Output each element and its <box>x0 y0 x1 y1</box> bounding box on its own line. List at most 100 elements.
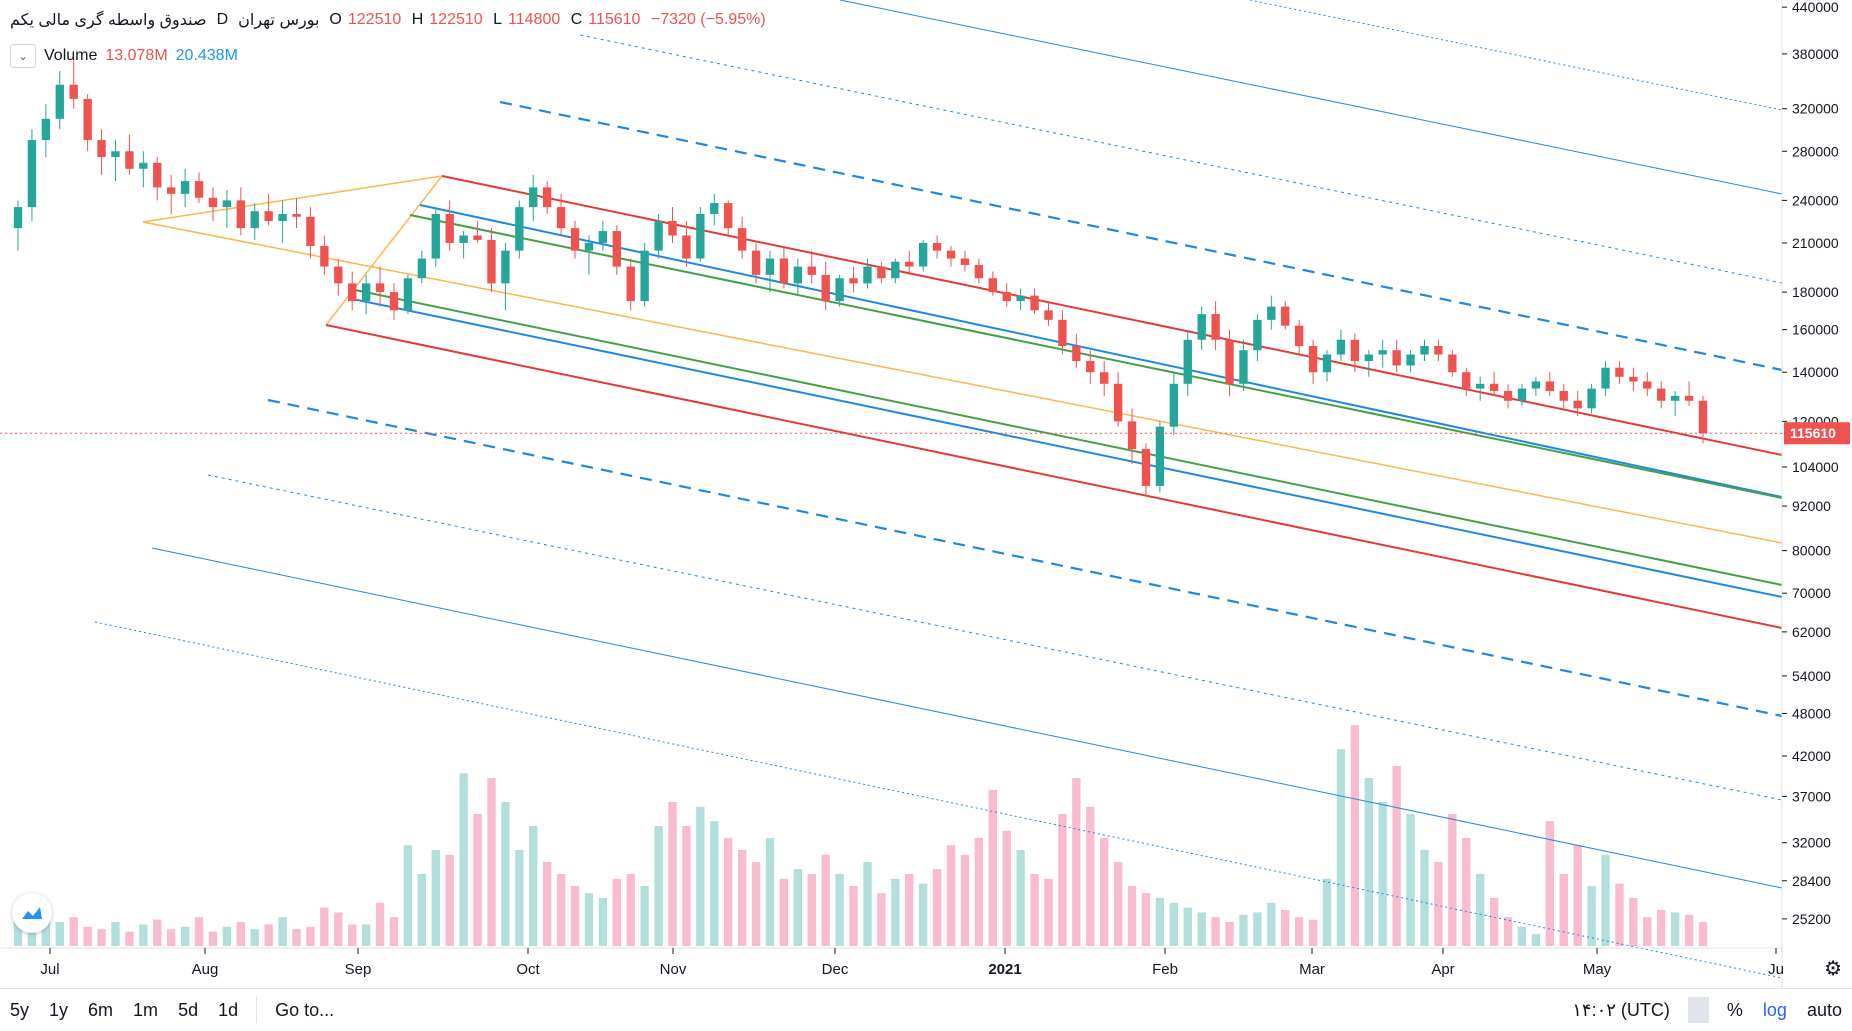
price-tick-label: 440000 <box>1792 0 1839 15</box>
volume-bar <box>13 912 23 946</box>
volume-bar <box>946 845 956 946</box>
pitchfork-far-dotted-lower <box>207 474 1783 801</box>
candle-body <box>389 292 399 311</box>
pitchfork-drawing[interactable] <box>94 0 1783 979</box>
goto-button[interactable]: Go to... <box>275 999 335 1020</box>
volume-bar <box>139 924 148 946</box>
low-value: 114800 <box>508 11 561 28</box>
symbol-name[interactable]: صندوق واسطه گری مالی یکم <box>10 12 207 29</box>
timeframe-1m[interactable]: 1m <box>133 999 159 1020</box>
timeframe-1d[interactable]: 1d <box>218 999 239 1020</box>
pitchfork-extreme-dotted-lower <box>94 621 1783 979</box>
candle-body <box>1615 367 1624 377</box>
price-tick-label: 210000 <box>1792 235 1839 251</box>
gear-icon[interactable]: ⚙ <box>1824 958 1842 980</box>
candle-body <box>1267 306 1276 320</box>
volume-bar <box>111 922 120 946</box>
timeframe-5y[interactable]: 5y <box>10 999 30 1020</box>
volume-bar <box>1462 838 1471 946</box>
candle-body <box>1030 295 1039 311</box>
volume-bar <box>361 924 371 946</box>
candle-body <box>1086 361 1095 373</box>
volume-bar <box>1629 898 1638 946</box>
change-value: −7320 (−5.95%) <box>650 11 766 28</box>
candle-body <box>27 140 37 208</box>
volume-bar <box>403 845 413 946</box>
volume-bar <box>334 912 343 946</box>
time-axis[interactable]: Jul Aug Sep Oct Nov Dec 2021 Feb Mar Apr May Ju <box>0 947 1784 978</box>
candle-body <box>724 203 733 229</box>
volume-bar <box>459 773 468 946</box>
volume-bar <box>1183 907 1192 946</box>
volume-bar <box>1211 917 1220 946</box>
log-toggle[interactable]: log <box>1762 999 1787 1020</box>
timeframe-6m[interactable]: 6m <box>88 999 114 1020</box>
volume-bar <box>1601 854 1610 946</box>
volume-bar <box>1420 850 1429 946</box>
volume-bar <box>1643 917 1652 946</box>
price-tick-label: 28400 <box>1792 873 1831 889</box>
candle-body <box>41 118 51 141</box>
volume-bar <box>793 869 803 946</box>
volume-bar <box>445 854 454 946</box>
volume-bar <box>375 902 385 946</box>
timezone-button[interactable]: ۱۴:۰۲ (UTC) <box>1572 999 1670 1020</box>
price-tick-label: 37000 <box>1792 788 1831 804</box>
bottom-toolbar: 5y 1y 6m 1m 5d 1d Go to... ۱۴:۰۲ (UTC) %… <box>0 988 1852 1031</box>
candle-body <box>459 235 468 243</box>
volume-bar <box>1253 912 1262 946</box>
candle-body <box>1253 319 1262 351</box>
volume-bar <box>167 929 176 946</box>
timeframe-1y[interactable]: 1y <box>49 999 69 1020</box>
candle-body <box>501 250 510 284</box>
volume-bar <box>1392 766 1401 946</box>
candle-body <box>320 246 329 267</box>
volume-bar <box>1573 845 1582 946</box>
price-axis[interactable]: 440000 380000 320000 280000 240000 210000 1800… <box>0 0 1852 988</box>
volume-bar <box>1684 914 1694 946</box>
volume-bar <box>1127 886 1137 946</box>
candle-body <box>891 261 900 279</box>
candle-body <box>139 162 148 169</box>
volume-bar <box>626 874 635 946</box>
volume-bar <box>1615 883 1624 946</box>
time-tick-label: 2021 <box>988 961 1021 978</box>
candle-body <box>1155 426 1165 486</box>
auto-toggle[interactable]: auto <box>1806 999 1842 1020</box>
price-tick-label: 25200 <box>1792 911 1831 927</box>
volume-bar <box>863 862 872 946</box>
pitchfork-lower-blue <box>347 297 1783 598</box>
candle-body <box>1183 339 1192 384</box>
candle-body <box>542 187 552 208</box>
divider <box>256 997 258 1023</box>
volume-bar <box>612 878 621 946</box>
volume-bar <box>1002 830 1011 946</box>
candle-body <box>180 181 190 194</box>
volume-legend: ⌄ Volume 13.078M 20.438M <box>10 44 238 68</box>
volume-bar <box>69 917 78 946</box>
volume-bar <box>1406 814 1415 946</box>
candle-body <box>194 181 204 198</box>
chevron-down-icon[interactable]: ⌄ <box>10 44 36 68</box>
candle-body <box>1420 346 1429 355</box>
price-tick-label: 180000 <box>1792 284 1839 300</box>
divider <box>1687 997 1709 1023</box>
percent-toggle[interactable]: % <box>1726 999 1743 1020</box>
volume-bar <box>1587 886 1596 946</box>
candle-body <box>1113 383 1123 422</box>
volume-bar <box>1016 850 1025 946</box>
time-tick-label: Sep <box>345 961 372 978</box>
volume-bar <box>1267 902 1276 946</box>
timeframe-5d[interactable]: 5d <box>178 999 199 1020</box>
candle-body <box>1072 346 1081 362</box>
volume-bar <box>1503 917 1513 946</box>
volume-bar <box>83 926 92 946</box>
volume-bar <box>932 869 942 946</box>
tradingview-logo-icon[interactable] <box>12 893 52 933</box>
candle-body <box>1281 306 1290 326</box>
candle-body <box>1058 319 1067 347</box>
price-tick-label: 62000 <box>1792 624 1831 640</box>
volume-value: 13.078M <box>105 47 168 64</box>
candle-body <box>1141 449 1151 486</box>
